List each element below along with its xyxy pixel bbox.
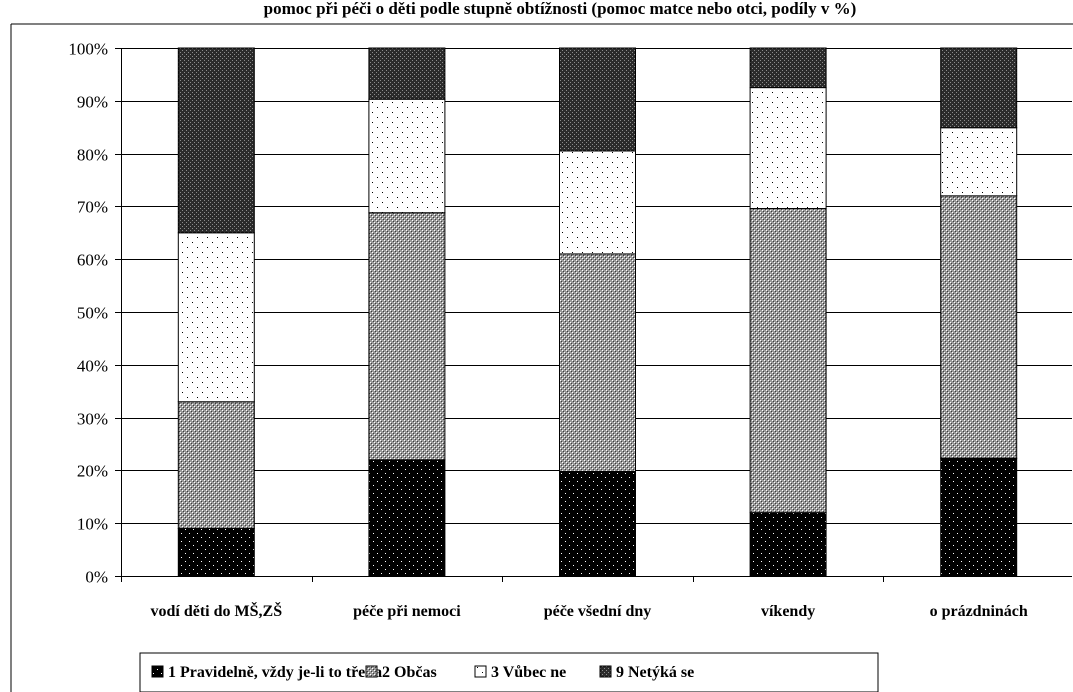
legend-label: 9 Netýká se	[616, 664, 694, 681]
legend-swatch	[599, 665, 612, 678]
y-tick-label: 90%	[77, 93, 108, 112]
x-category-label: vodí děti do MŠ,ZŠ	[151, 601, 283, 620]
x-category-label: péče všední dny	[544, 603, 652, 620]
bar-segment	[368, 47, 446, 100]
legend-swatch	[365, 665, 378, 678]
bar-segment	[177, 401, 255, 529]
y-tick-label: 20%	[77, 462, 108, 481]
bar-segment	[940, 195, 1018, 459]
bar-segment	[368, 459, 446, 577]
bar-segment	[749, 512, 827, 577]
bar-segment	[559, 470, 636, 577]
legend: 1 Pravidelně, vždy je-li to třeba 2 Občas…	[139, 652, 879, 692]
bar-segment	[940, 457, 1018, 577]
bar-segment	[749, 87, 827, 210]
y-tick-label: 80%	[77, 146, 108, 165]
bar-segment	[940, 47, 1018, 129]
bar-segment	[749, 208, 827, 514]
x-category-label: péče při nemoci	[353, 603, 461, 620]
y-tick-label: 10%	[77, 515, 108, 534]
legend-label: 2 Občas	[382, 664, 437, 681]
bar-segment	[177, 47, 255, 234]
bar-segment	[559, 253, 636, 472]
bar-segment	[749, 47, 827, 89]
y-tick-label: 60%	[77, 251, 108, 270]
legend-label: 1 Pravidelně, vždy je-li to třeba	[168, 664, 382, 681]
axes	[121, 48, 1072, 582]
bar-segment	[368, 212, 446, 461]
legend-swatch	[151, 665, 164, 678]
y-tick-label: 50%	[77, 304, 108, 323]
bar-segment	[559, 150, 636, 255]
legend-box	[139, 652, 879, 692]
y-tick-label: 30%	[77, 410, 108, 429]
chart-title: pomoc při péči o děti podle stupně obtíž…	[264, 0, 857, 18]
bar-segment	[368, 98, 446, 214]
legend-swatch	[474, 665, 487, 678]
x-category-label: o prázdninách	[930, 603, 1028, 620]
bar-segment	[177, 527, 255, 577]
bars	[177, 47, 1018, 577]
x-axis-category-labels: vodí děti do MŠ,ZŠ péče při nemoci péče vš…	[151, 601, 1028, 620]
y-tick-label: 100%	[68, 40, 108, 59]
y-tick-label: 40%	[77, 357, 108, 376]
bar-segment	[177, 232, 255, 403]
bar-segment	[559, 47, 636, 152]
x-category-label: víkendy	[761, 603, 815, 620]
y-axis-ticks: 0% 10% 20% 30% 40% 50% 60% 70% 80% 90% 100%	[68, 40, 121, 587]
y-tick-label: 70%	[77, 198, 108, 217]
legend-label: 3 Vůbec ne	[491, 664, 566, 681]
y-tick-label: 0%	[85, 568, 108, 587]
bar-segment	[940, 127, 1018, 197]
